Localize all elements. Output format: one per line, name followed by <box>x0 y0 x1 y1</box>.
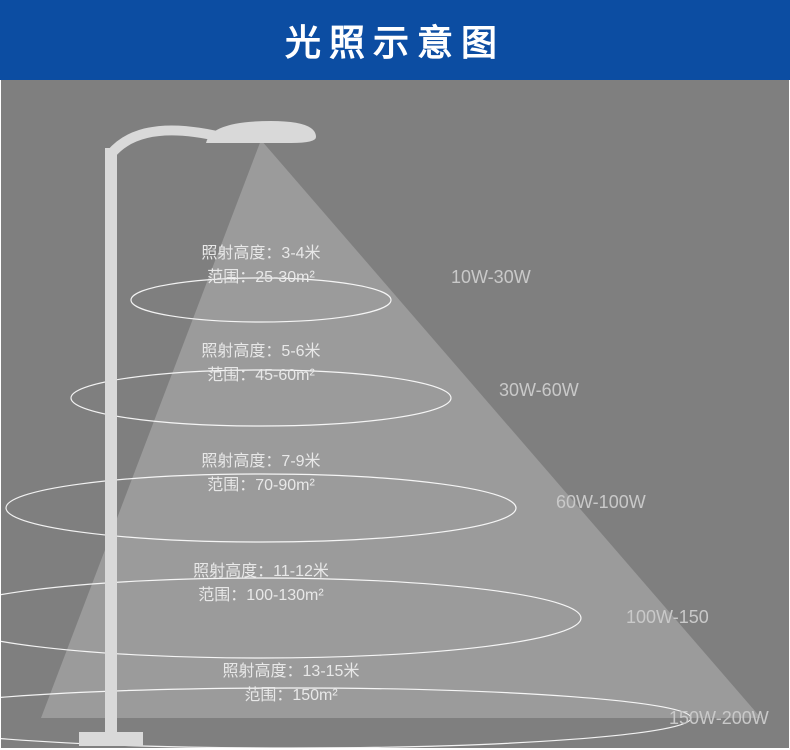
wattage-label: 100W-150 <box>626 607 709 628</box>
page-title: 光照示意图 <box>285 14 505 66</box>
wattage-label: 10W-30W <box>451 267 531 288</box>
wattage-label: 60W-100W <box>556 492 646 513</box>
header-bar: 光照示意图 <box>0 0 790 80</box>
wattage-label: 30W-60W <box>499 380 579 401</box>
level-info: 照射高度：11-12米范围：100-130m² <box>151 560 371 608</box>
range-label: 范围：150m² <box>181 684 401 708</box>
light-cone <box>41 140 761 718</box>
range-label: 范围：25-30m² <box>151 266 371 290</box>
height-label: 照射高度：7-9米 <box>151 450 371 474</box>
level-info: 照射高度：7-9米范围：70-90m² <box>151 450 371 498</box>
height-label: 照射高度：11-12米 <box>151 560 371 584</box>
illumination-diagram: 照射高度：3-4米范围：25-30m² 10W-30W 照射高度：5-6米范围：45… <box>1 80 789 748</box>
height-label: 照射高度：5-6米 <box>151 340 371 364</box>
wattage-label: 150W-200W <box>669 708 769 729</box>
level-info: 照射高度：3-4米范围：25-30m² <box>151 242 371 290</box>
level-info: 照射高度：5-6米范围：45-60m² <box>151 340 371 388</box>
diagram-svg <box>1 80 789 748</box>
height-label: 照射高度：13-15米 <box>181 660 401 684</box>
range-label: 范围：45-60m² <box>151 364 371 388</box>
range-label: 范围：100-130m² <box>151 584 371 608</box>
level-info: 照射高度：13-15米范围：150m² <box>181 660 401 708</box>
height-label: 照射高度：3-4米 <box>151 242 371 266</box>
range-label: 范围：70-90m² <box>151 474 371 498</box>
